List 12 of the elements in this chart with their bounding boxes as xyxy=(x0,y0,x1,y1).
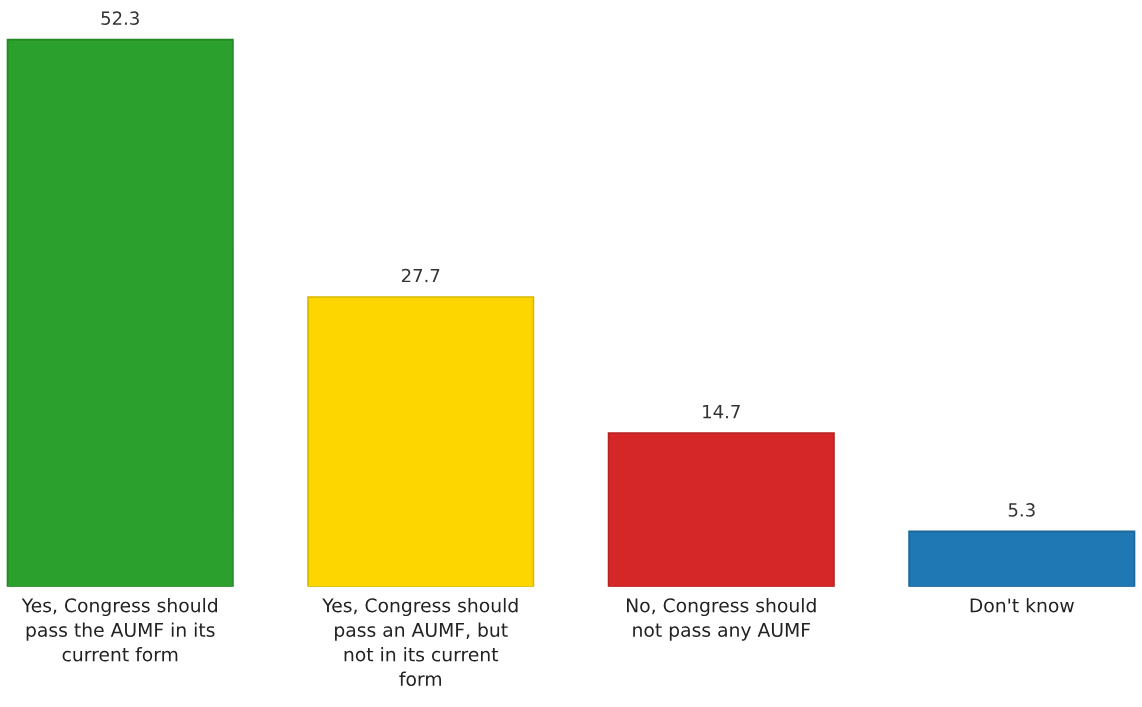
data-label: 5.3 xyxy=(1008,503,1035,517)
x-tick-label: Don't know xyxy=(970,597,1074,613)
x-tick-label: Yes, Congress should pass the AUMF in its current form xyxy=(21,597,217,662)
data-label: 14.7 xyxy=(703,404,740,419)
bar xyxy=(908,530,1136,587)
data-label: 27.7 xyxy=(401,268,440,283)
x-tick-label: Yes, Congress should pass an AUMF, but not in its current form xyxy=(322,597,518,687)
x-tick-label: No, Congress should not pass any AUMF xyxy=(627,597,816,641)
bar xyxy=(6,38,234,587)
data-label: 52.3 xyxy=(101,11,139,25)
bar xyxy=(607,432,835,587)
bar xyxy=(307,296,535,587)
